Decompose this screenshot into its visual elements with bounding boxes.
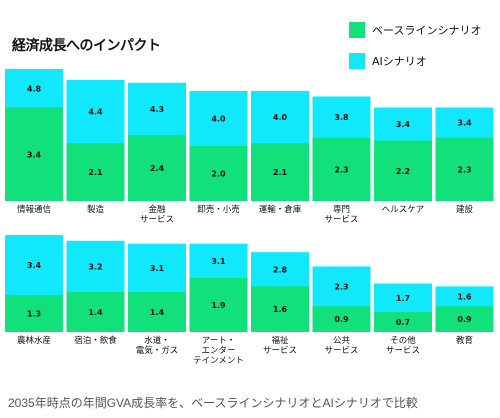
bar-baseline xyxy=(312,306,371,332)
value-label-ai: 3.4 xyxy=(27,261,42,270)
bar-baseline xyxy=(435,137,494,201)
value-label-ai: 3.2 xyxy=(88,262,102,271)
category-label: アート・エンターテインメント xyxy=(193,336,244,366)
category-label: 製造 xyxy=(87,204,105,215)
value-label-baseline: 2.0 xyxy=(211,170,226,179)
category-label: 公共サービス xyxy=(324,336,358,356)
bar-baseline xyxy=(251,286,309,332)
category-label: 金融サービス xyxy=(140,204,174,225)
legend-item-ai: AIシナリオ xyxy=(349,53,427,69)
bar-baseline xyxy=(312,137,371,201)
value-label-baseline: 1.4 xyxy=(88,308,103,317)
legend-swatch-ai xyxy=(349,53,365,69)
bar-baseline xyxy=(374,312,432,332)
bar-baseline xyxy=(5,294,63,332)
value-label-baseline: 3.4 xyxy=(27,150,42,159)
chart-caption: 2035年時点の年間GVA成長率を、ベースラインシナリオとAIシナリオで比較 xyxy=(8,396,418,410)
category-label: 運輸・倉庫 xyxy=(259,204,302,215)
legend-label-baseline: ベースラインシナリオ xyxy=(372,24,482,37)
value-label-ai: 3.1 xyxy=(150,264,165,273)
value-label-baseline: 2.1 xyxy=(88,168,103,177)
bar-baseline xyxy=(251,143,309,201)
legend-swatch-baseline xyxy=(349,22,365,38)
bar-baseline xyxy=(189,146,248,201)
value-label-ai: 4.0 xyxy=(211,115,226,124)
bar-baseline xyxy=(66,143,125,201)
chart-title: 経済成長へのインパクト xyxy=(12,38,161,54)
value-label-baseline: 0.7 xyxy=(396,318,410,327)
category-label: 卸売・小売 xyxy=(197,204,240,215)
category-label: 教育 xyxy=(456,335,473,346)
bar-baseline xyxy=(189,277,248,332)
category-label: その他サービス xyxy=(386,335,420,356)
value-label-ai: 4.0 xyxy=(273,113,288,122)
bar-baseline xyxy=(5,107,63,201)
value-label-baseline: 0.9 xyxy=(457,315,472,324)
category-label: 建設 xyxy=(456,204,474,215)
value-label-ai: 3.8 xyxy=(334,113,349,122)
value-label-ai: 1.7 xyxy=(396,294,410,303)
value-label-ai: 1.6 xyxy=(457,292,472,301)
category-label: 専門サービス xyxy=(324,204,358,225)
value-label-ai: 4.4 xyxy=(88,108,103,117)
value-label-baseline: 2.3 xyxy=(457,165,471,174)
value-label-ai: 2.8 xyxy=(273,265,288,274)
value-label-baseline: 2.2 xyxy=(396,167,410,176)
category-label: ヘルスケア xyxy=(382,205,425,215)
category-label: 農林水産 xyxy=(17,335,51,346)
category-label: 水道・電気・ガス xyxy=(136,335,179,356)
value-label-baseline: 1.3 xyxy=(27,309,41,318)
value-label-ai: 3.1 xyxy=(211,257,226,266)
category-label: 福祉サービス xyxy=(263,335,297,356)
value-label-baseline: 2.1 xyxy=(273,168,288,177)
value-label-ai: 3.4 xyxy=(396,120,411,129)
bar-baseline xyxy=(66,292,125,332)
bar-baseline xyxy=(128,135,186,201)
bar-baseline xyxy=(435,306,494,332)
value-label-baseline: 1.6 xyxy=(273,305,288,314)
bar-baseline xyxy=(374,140,432,201)
value-label-baseline: 1.9 xyxy=(211,301,226,310)
category-label: 情報通信 xyxy=(17,204,52,215)
value-label-baseline: 2.4 xyxy=(150,164,165,173)
value-label-ai: 2.3 xyxy=(334,282,348,291)
value-label-ai: 4.3 xyxy=(150,105,164,114)
legend-item-baseline: ベースラインシナリオ xyxy=(349,22,481,38)
value-label-ai: 3.4 xyxy=(457,119,472,128)
value-label-baseline: 2.3 xyxy=(334,165,348,174)
value-label-ai: 4.8 xyxy=(27,84,42,93)
category-label: 宿泊・飲食 xyxy=(74,335,117,346)
value-label-baseline: 0.9 xyxy=(334,315,349,324)
bar-chart: 4.8 3.4 情報通信 4.4 2.1 製造 4.3 2.4 金融サービス 4.0 2.0 卸売・小… xyxy=(5,69,494,366)
value-label-baseline: 1.4 xyxy=(150,308,165,317)
bar-baseline xyxy=(128,292,186,332)
legend-label-ai: AIシナリオ xyxy=(372,55,427,68)
